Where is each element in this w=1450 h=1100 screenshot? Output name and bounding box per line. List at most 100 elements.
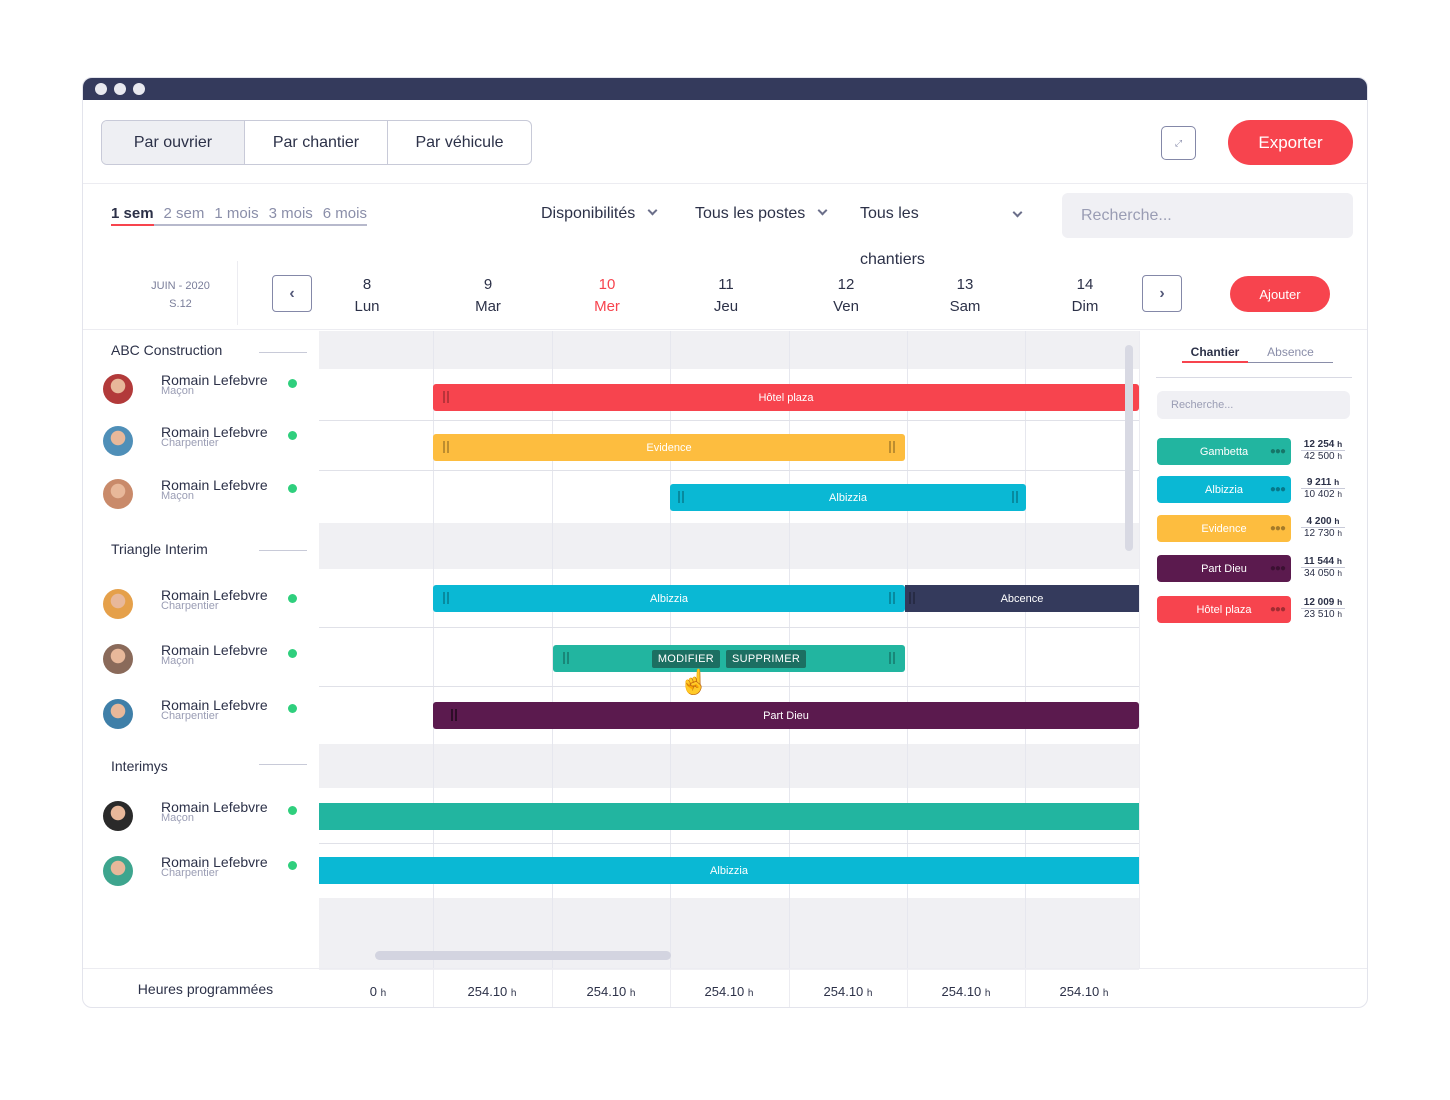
filter-label: Tous les postes — [695, 205, 806, 222]
day-header[interactable]: 11 Jeu — [686, 274, 766, 318]
hours-value: 254.10 — [941, 984, 982, 999]
group-label: ABC Construction — [111, 342, 223, 358]
avatar — [103, 644, 133, 674]
assignment-bar-evidence[interactable]: Evidence — [433, 434, 905, 461]
online-status-dot — [288, 704, 297, 713]
assignment-bar-gambetta[interactable] — [319, 803, 1139, 830]
prev-week-button[interactable]: ‹ — [272, 275, 312, 312]
worker-role: Charpentier — [161, 600, 219, 612]
assignment-bar-albizzia[interactable]: Albizzia — [319, 857, 1139, 884]
view-par-vehicule[interactable]: Par véhicule — [415, 133, 504, 151]
day-header[interactable]: 14 Dim — [1045, 274, 1125, 318]
worker-name: Romain Lefebvre — [161, 477, 268, 493]
more-options-icon[interactable]: ●●● — [1269, 563, 1286, 574]
filter-label: Tous les — [860, 205, 919, 222]
day-name: Sam — [949, 298, 981, 315]
more-options-icon[interactable]: ●●● — [1269, 523, 1286, 534]
worker-role: Maçon — [161, 655, 195, 667]
next-week-button[interactable]: › — [1142, 275, 1182, 312]
side-search-input[interactable]: Recherche... — [1157, 391, 1350, 419]
worker-row[interactable]: Romain Lefebvre Charpentier — [103, 587, 303, 623]
worker-row[interactable]: Romain Lefebvre Maçon — [103, 372, 303, 408]
day-header[interactable]: 13 Sam — [925, 274, 1005, 318]
window-minimize-dot[interactable] — [114, 83, 126, 95]
delete-button[interactable]: SUPPRIMER — [726, 649, 807, 668]
modify-button[interactable]: MODIFIER — [651, 649, 721, 668]
chantier-card[interactable]: Hôtel plaza ●●● — [1157, 596, 1291, 623]
side-tab-absence[interactable]: Absence — [1248, 345, 1333, 363]
window-close-dot[interactable] — [95, 83, 107, 95]
horizontal-scrollbar[interactable] — [375, 951, 671, 960]
day-name: Mer — [594, 298, 620, 315]
vertical-scrollbar[interactable] — [1125, 345, 1133, 551]
fullscreen-icon[interactable]: ⤢ — [1161, 126, 1196, 160]
assignment-bar-part-dieu[interactable]: Part Dieu — [433, 702, 1139, 729]
avatar — [103, 589, 133, 619]
hours-unit: h — [1337, 528, 1342, 538]
range-3-mois[interactable]: 3 mois — [268, 205, 313, 222]
hours-done: 9 211 — [1306, 477, 1332, 488]
worker-row[interactable]: Romain Lefebvre Maçon — [103, 477, 303, 513]
bar-label: Hôtel plaza — [758, 391, 814, 404]
day-header[interactable]: 12 Ven — [806, 274, 886, 318]
range-6-mois[interactable]: 6 mois — [322, 205, 367, 222]
hours-unit: h — [1337, 439, 1343, 449]
range-1-sem[interactable]: 1 sem — [111, 205, 154, 226]
chantier-card[interactable]: Gambetta ●●● — [1157, 438, 1291, 465]
footer-label: Heures programmées — [137, 981, 274, 997]
absence-bar[interactable]: Abcence — [905, 585, 1139, 612]
worker-row[interactable]: Romain Lefebvre Charpentier — [103, 424, 303, 460]
side-tab-chantier[interactable]: Chantier — [1182, 345, 1248, 363]
worker-row[interactable]: Romain Lefebvre Maçon — [103, 642, 303, 678]
more-options-icon[interactable]: ●●● — [1269, 446, 1286, 457]
chantier-name: Evidence — [1201, 522, 1247, 535]
filter-disponibilites[interactable]: Disponibilités — [541, 205, 658, 223]
filter-postes[interactable]: Tous les postes — [695, 205, 828, 223]
filter-chantiers[interactable]: Tous les — [860, 205, 1023, 223]
chantier-hours: 11 544 h 34 050 h — [1301, 556, 1345, 579]
hours-unit: h — [1337, 489, 1342, 499]
more-options-icon[interactable]: ●●● — [1269, 484, 1286, 495]
bar-label: Abcence — [1000, 592, 1044, 605]
worker-row[interactable]: Romain Lefebvre Charpentier — [103, 697, 303, 733]
view-par-ouvrier[interactable]: Par ouvrier — [102, 121, 245, 164]
worker-name: Romain Lefebvre — [161, 587, 268, 603]
hours-unit: h — [380, 988, 387, 999]
range-2-sem[interactable]: 2 sem — [163, 205, 205, 222]
worker-name: Romain Lefebvre — [161, 697, 268, 713]
chevron-right-icon: › — [1159, 284, 1165, 302]
assignment-bar-albizzia[interactable]: Albizzia — [433, 585, 905, 612]
worker-row[interactable]: Romain Lefebvre Maçon — [103, 799, 303, 835]
hours-unit: h — [1337, 451, 1342, 461]
day-header[interactable]: 10 Mer — [567, 274, 647, 318]
day-header[interactable]: 9 Mar — [448, 274, 528, 318]
chantier-card[interactable]: Evidence ●●● — [1157, 515, 1291, 542]
view-par-chantier[interactable]: Par chantier — [245, 121, 388, 164]
hours-total: 10 402 — [1303, 489, 1335, 500]
chantier-card[interactable]: Part Dieu ●●● — [1157, 555, 1291, 582]
range-1-mois[interactable]: 1 mois — [214, 205, 259, 222]
hours-value: 254.10 — [467, 984, 508, 999]
selected-assignment-bar[interactable]: MODIFIER SUPPRIMER — [553, 645, 905, 672]
assignment-bar-hotel-plaza[interactable]: Hôtel plaza — [433, 384, 1139, 411]
bar-label: Evidence — [646, 441, 692, 454]
footer-hours: 254.10 h — [552, 984, 670, 999]
online-status-dot — [288, 379, 297, 388]
window-maximize-dot[interactable] — [133, 83, 145, 95]
export-button[interactable]: Exporter — [1228, 120, 1353, 165]
online-status-dot — [288, 484, 297, 493]
hours-done: 4 200 — [1306, 516, 1332, 527]
more-options-icon[interactable]: ●●● — [1269, 604, 1286, 615]
search-input[interactable]: Recherche... — [1062, 193, 1353, 238]
chantier-card[interactable]: Albizzia ●●● — [1157, 476, 1291, 503]
chantier-hours: 4 200 h 12 730 h — [1301, 516, 1345, 539]
worker-row[interactable]: Romain Lefebvre Charpentier — [103, 854, 303, 890]
chevron-down-icon — [647, 205, 658, 216]
assignment-bar-albizzia[interactable]: Albizzia — [670, 484, 1026, 511]
online-status-dot — [288, 594, 297, 603]
worker-role: Maçon — [161, 490, 195, 502]
add-button[interactable]: Ajouter — [1230, 276, 1330, 312]
day-header[interactable]: 8 Lun — [327, 274, 407, 318]
worker-role: Charpentier — [161, 437, 219, 449]
hours-unit: h — [1337, 597, 1343, 607]
